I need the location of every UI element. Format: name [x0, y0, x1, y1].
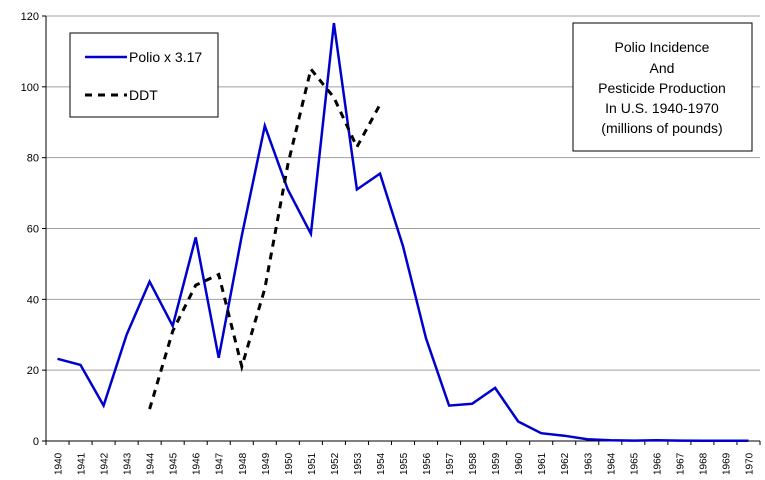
x-tick-label-1946: 1946 [192, 452, 203, 475]
x-tick-label-1962: 1962 [560, 452, 571, 475]
series-lines [57, 22, 749, 443]
x-tick-label-1969: 1969 [721, 452, 732, 475]
legend: Polio x 3.17 DDT [69, 32, 219, 118]
x-tick-label-1951: 1951 [307, 452, 318, 475]
x-tick-label-1950: 1950 [284, 452, 295, 475]
chart-title-line-5: (millions of pounds) [601, 120, 722, 136]
y-tick-label-60: 60 [27, 224, 39, 236]
x-tick-label-1967: 1967 [675, 452, 686, 475]
x-tick-label-1966: 1966 [652, 452, 663, 475]
y-tick-label-0: 0 [33, 436, 39, 448]
x-tick-label-1961: 1961 [537, 452, 548, 475]
x-tick-label-1958: 1958 [468, 452, 479, 475]
chart-title-line-2: And [650, 60, 675, 76]
chart-title-line-1: Polio Incidence [615, 39, 710, 55]
x-tick-label-1956: 1956 [422, 452, 433, 475]
x-tick-label-1964: 1964 [606, 452, 617, 475]
x-tick-label-1954: 1954 [376, 452, 387, 475]
y-tick-label-80: 80 [27, 153, 39, 165]
x-tick-label-1947: 1947 [215, 452, 226, 475]
y-tick-label-40: 40 [27, 294, 39, 306]
x-tick-label-1942: 1942 [100, 452, 111, 475]
x-tick-label-1949: 1949 [261, 452, 272, 475]
title-box [572, 22, 753, 152]
x-tick-label-1945: 1945 [169, 452, 180, 475]
legend-label-ddt: DDT [129, 87, 158, 103]
x-tick-label-1941: 1941 [77, 452, 88, 475]
x-tick-label-1970: 1970 [744, 452, 755, 475]
x-tick-label-1963: 1963 [583, 452, 594, 475]
y-axis-tick-labels: 0 20 40 60 80 100 120 [21, 11, 39, 448]
legend-label-polio: Polio x 3.17 [129, 49, 202, 65]
chart-title-box: Polio Incidence And Pesticide Production… [572, 22, 753, 152]
chart-title-line-4: In U.S. 1940-1970 [605, 100, 719, 116]
x-tick-label-1943: 1943 [123, 452, 134, 475]
x-tick-label-1960: 1960 [514, 452, 525, 475]
x-tick-label-1948: 1948 [238, 452, 249, 475]
x-tick-label-1944: 1944 [146, 452, 157, 475]
x-axis-tick-labels: 1940 1941 1942 1943 1944 1945 1946 1947 1948 1949… [54, 452, 756, 475]
x-tick-label-1952: 1952 [330, 452, 341, 475]
x-tick-label-1959: 1959 [491, 452, 502, 475]
legend-box [69, 32, 219, 118]
x-tick-label-1965: 1965 [629, 452, 640, 475]
x-tick-label-1940: 1940 [54, 452, 65, 475]
x-tick-label-1955: 1955 [399, 452, 410, 475]
chart-title-line-3: Pesticide Production [598, 80, 726, 96]
y-tick-label-120: 120 [21, 11, 39, 23]
x-tick-label-1957: 1957 [445, 452, 456, 475]
y-tick-label-100: 100 [21, 82, 39, 94]
y-tick-label-20: 20 [27, 365, 39, 377]
series-line-polio [57, 22, 749, 443]
series-line-ddt [148, 65, 382, 410]
x-tick-label-1953: 1953 [353, 452, 364, 475]
x-tick-label-1968: 1968 [698, 452, 709, 475]
